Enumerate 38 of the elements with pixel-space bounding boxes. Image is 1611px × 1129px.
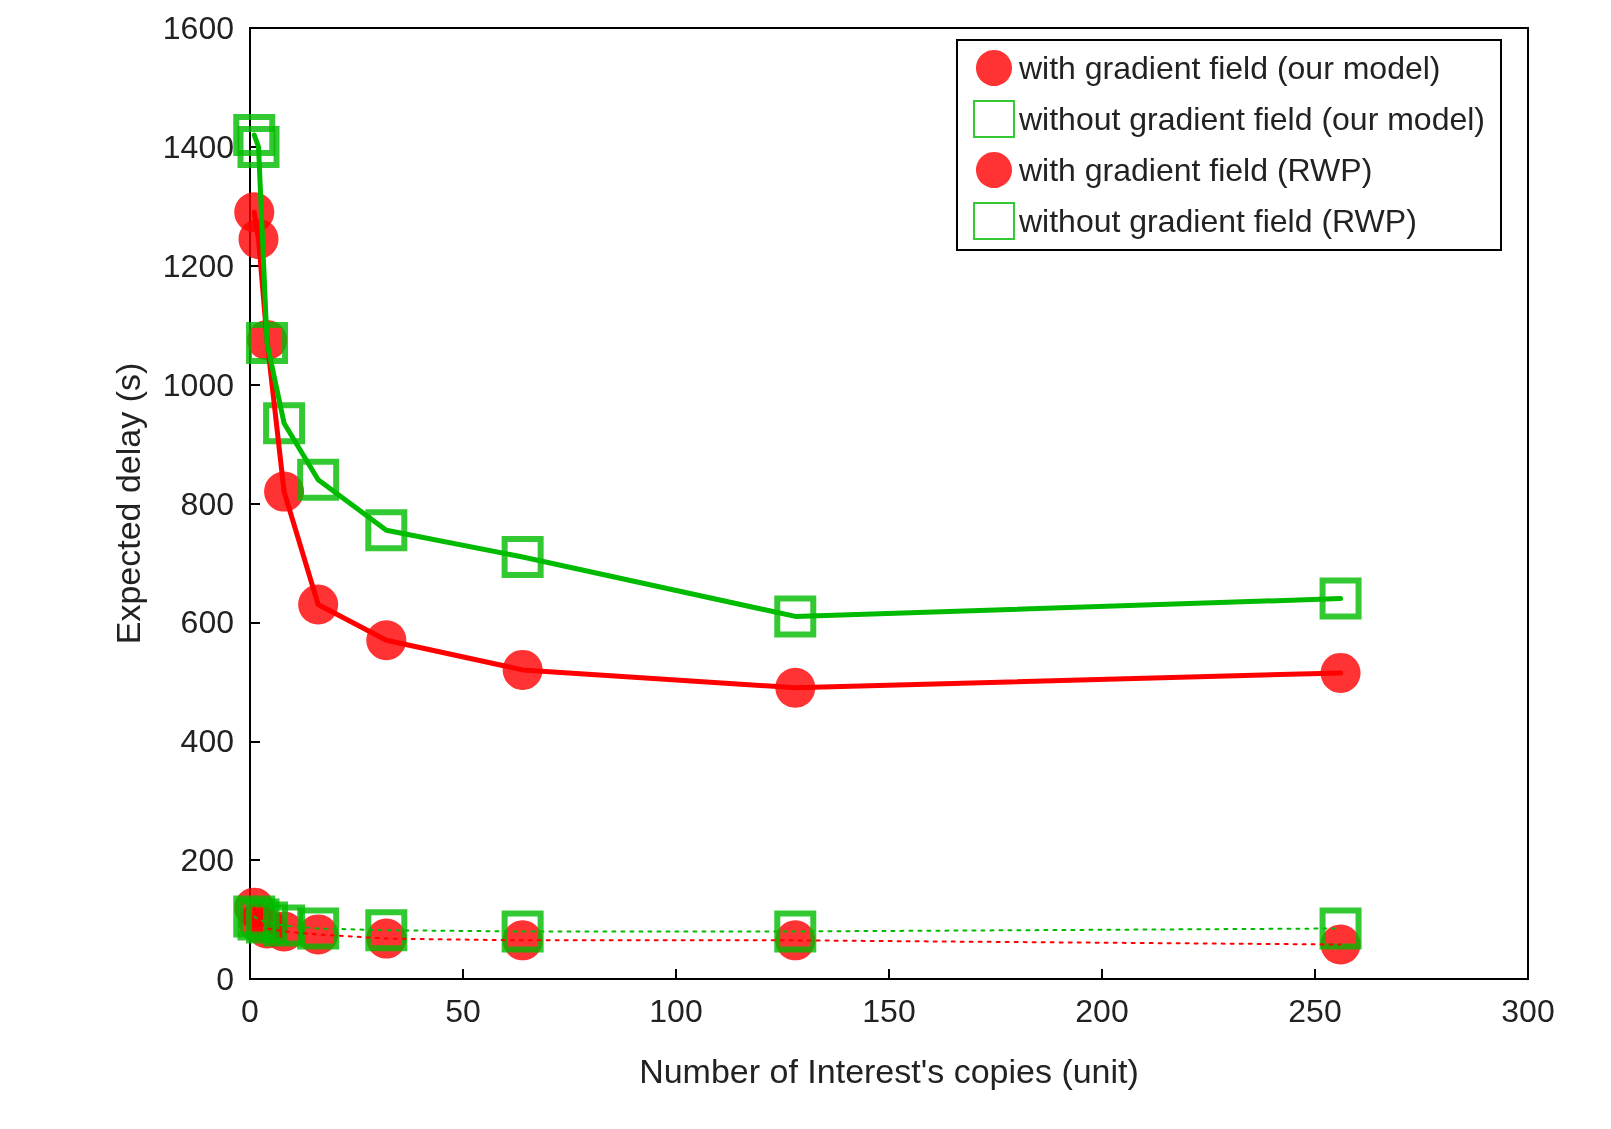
y-tick-label: 1400 <box>162 128 234 165</box>
point <box>246 901 289 944</box>
x-tick-label: 200 <box>1075 993 1129 1029</box>
legend-label: with gradient field (our model) <box>1017 50 1441 86</box>
point <box>297 907 340 950</box>
point <box>1319 577 1362 620</box>
y-tick-label: 600 <box>180 604 234 641</box>
point <box>233 113 276 156</box>
point <box>263 904 306 947</box>
x-tick-label: 0 <box>241 993 259 1029</box>
point <box>1319 907 1362 950</box>
y-tick-label: 200 <box>180 842 234 879</box>
legend-label: without gradient field (our model) <box>1017 101 1485 137</box>
x-tick-label: 250 <box>1288 993 1342 1029</box>
point <box>263 402 306 445</box>
legend-label: without gradient field (RWP) <box>1017 203 1417 239</box>
x-tick-label: 50 <box>445 993 481 1029</box>
y-axis-title: Expected delay (s) <box>109 362 147 645</box>
y-tick-label: 0 <box>216 961 234 997</box>
y-tick-label: 400 <box>180 723 234 760</box>
y-tick-label: 1600 <box>162 10 234 46</box>
point <box>1320 652 1361 693</box>
point <box>501 910 544 953</box>
point <box>774 595 817 638</box>
legend-label: with gradient field (RWP) <box>1017 152 1373 188</box>
point <box>365 909 408 952</box>
x-tick-label: 300 <box>1501 993 1555 1029</box>
point <box>237 125 280 168</box>
x-tick-label: 100 <box>649 993 703 1029</box>
y-tick-label: 1200 <box>162 247 234 284</box>
point <box>774 910 817 953</box>
point <box>501 535 544 578</box>
x-tick-label: 150 <box>862 993 916 1029</box>
y-tick-label: 800 <box>180 485 234 522</box>
y-tick-label: 1000 <box>162 366 234 403</box>
point <box>297 458 340 501</box>
point <box>365 509 408 552</box>
x-axis-title: Number of Interest's copies (unit) <box>639 1052 1139 1090</box>
